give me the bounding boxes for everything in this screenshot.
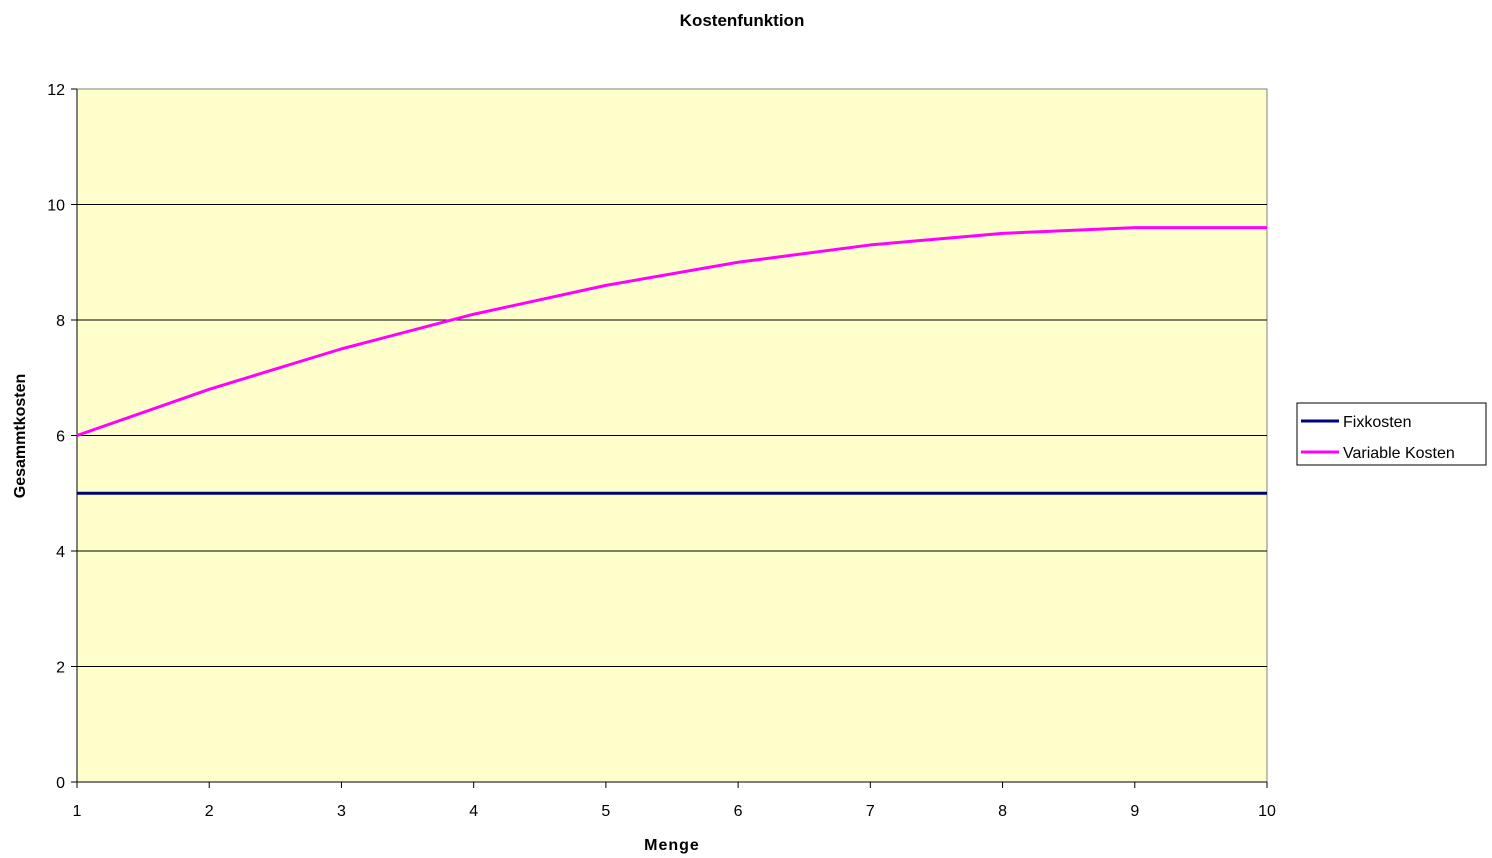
- x-tick-label: 7: [866, 803, 875, 820]
- y-tick-label: 12: [47, 82, 65, 99]
- legend-box: [1296, 402, 1487, 466]
- series-line-2: [76, 226, 1267, 437]
- x-tick-label: 9: [1130, 803, 1139, 820]
- y-tick-label: 2: [56, 660, 65, 677]
- x-tick-label: 5: [601, 803, 610, 820]
- x-tick-label: 2: [205, 803, 214, 820]
- x-axis-title: Menge: [644, 837, 700, 854]
- legend: Fixkosten Variable Kosten: [1296, 402, 1487, 466]
- legend-label: Variable Kosten: [1343, 445, 1455, 462]
- y-tick-label: 10: [47, 198, 65, 215]
- x-tick-label: 6: [734, 803, 743, 820]
- y-tick-label: 4: [56, 544, 65, 561]
- x-tick-label: 3: [337, 803, 346, 820]
- y-tick-label: 8: [56, 313, 65, 330]
- x-tick-label: 8: [998, 803, 1007, 820]
- y-tick-label: 6: [56, 429, 65, 446]
- y-tick-label: 0: [56, 775, 65, 792]
- x-tick-label: 10: [1258, 803, 1276, 820]
- y-axis-title: Gesammtkosten: [12, 374, 29, 499]
- x-tick-label: 4: [469, 803, 478, 820]
- chart-title: Kostenfunktion: [680, 11, 805, 30]
- legend-label: Fixkosten: [1343, 414, 1411, 431]
- x-tick-label: 1: [73, 803, 82, 820]
- grid-lines: [77, 204, 1267, 667]
- series-lines: [76, 226, 1267, 495]
